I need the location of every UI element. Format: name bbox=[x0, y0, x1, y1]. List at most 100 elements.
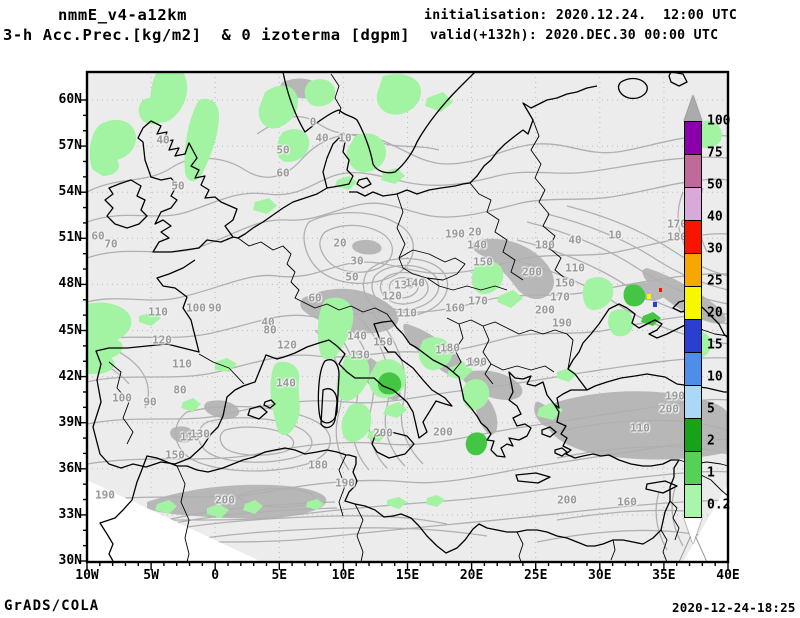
contour-label: 180 bbox=[435, 343, 455, 357]
contour-label: 200 bbox=[659, 402, 679, 416]
colorbar: 0.2 1 2 5 10 15 20 25 30 40 50 75 100 bbox=[684, 95, 730, 544]
contour-label: 140 bbox=[405, 276, 425, 290]
lat-label: 45N bbox=[58, 322, 82, 338]
intense-precip-specks bbox=[647, 288, 662, 307]
contour-label: 140 bbox=[276, 376, 296, 390]
weather-map bbox=[79, 70, 730, 570]
contour-label: 110 bbox=[397, 306, 417, 320]
colorbar-segment bbox=[684, 386, 702, 419]
colorbar-level-label: 2 bbox=[707, 433, 715, 449]
coastline-layer bbox=[92, 72, 728, 562]
contour-label: 20 bbox=[468, 225, 482, 239]
colorbar-segment bbox=[684, 188, 702, 221]
contour-label: 180 bbox=[535, 238, 555, 252]
contour-label: 100 bbox=[186, 301, 206, 315]
lat-label: 48N bbox=[58, 276, 82, 292]
contour-label: 180 bbox=[440, 341, 460, 355]
precipitation-heavy-layer bbox=[377, 284, 661, 456]
lon-label: 10W bbox=[75, 568, 99, 583]
contour-label: 40 bbox=[261, 315, 275, 329]
contour-label: 110 bbox=[180, 430, 200, 444]
precipitation-layer bbox=[87, 72, 723, 518]
lon-label: 15E bbox=[395, 568, 420, 583]
colorbar-level-label: 50 bbox=[707, 177, 723, 193]
colorbar-level-label: 10 bbox=[707, 369, 723, 385]
colorbar-segment bbox=[684, 452, 702, 485]
contour-label: 200 bbox=[535, 303, 555, 317]
lon-label: 10E bbox=[331, 568, 356, 583]
colorbar-level-label: 0.2 bbox=[707, 497, 731, 513]
colorbar-segment bbox=[684, 485, 702, 518]
colorbar-segment bbox=[684, 121, 702, 155]
contour-label: 0 bbox=[309, 115, 317, 129]
lat-label: 60N bbox=[58, 92, 82, 107]
contour-label: 200 bbox=[215, 493, 235, 507]
colorbar-over-arrow bbox=[684, 95, 702, 121]
colorbar-segment bbox=[684, 155, 702, 188]
contour-label: 60 bbox=[308, 291, 322, 305]
lat-label: 42N bbox=[58, 368, 82, 384]
contour-label: 60 bbox=[91, 229, 105, 243]
lat-label: 39N bbox=[58, 414, 82, 430]
contour-label: 20 bbox=[333, 236, 347, 250]
contour-label: 170 bbox=[468, 294, 488, 308]
lat-label: 57N bbox=[58, 138, 82, 154]
contour-label: 180 bbox=[667, 230, 687, 244]
colorbar-level-label: 5 bbox=[707, 401, 715, 417]
lat-label: 30N bbox=[58, 553, 82, 568]
contour-label: 190 bbox=[465, 356, 485, 370]
contour-label: 40 bbox=[156, 133, 170, 147]
lon-label: 0 bbox=[211, 568, 220, 583]
contour-label: 30 bbox=[350, 254, 364, 268]
contour-label: 120 bbox=[277, 338, 297, 352]
contour-label: 150 bbox=[165, 448, 185, 462]
contour-label: 80 bbox=[263, 323, 277, 337]
contour-label: 70 bbox=[104, 237, 118, 251]
contour-label: 130 bbox=[190, 427, 210, 441]
contour-label: 50 bbox=[171, 179, 185, 193]
contour-label: 190 bbox=[552, 316, 572, 330]
contour-label: 190 bbox=[665, 389, 685, 403]
contour-label: 90 bbox=[143, 395, 157, 409]
country-borders-layer bbox=[108, 73, 728, 562]
model-name: nmmE_v4-a12km bbox=[58, 6, 188, 24]
contour-label: 180 bbox=[308, 458, 328, 472]
lon-label: 5W bbox=[143, 568, 159, 583]
contour-label: 130 bbox=[350, 348, 370, 362]
colorbar-segment bbox=[684, 221, 702, 254]
contour-label: 150 bbox=[555, 276, 575, 290]
contour-label: 110 bbox=[630, 421, 650, 435]
contour-label: 10 bbox=[608, 228, 622, 242]
colorbar-segment bbox=[684, 254, 702, 287]
contour-label: 150 bbox=[373, 335, 393, 349]
contour-label: 200 bbox=[522, 265, 542, 279]
contour-label: 160 bbox=[617, 495, 637, 509]
contour-label: 120 bbox=[382, 289, 402, 303]
lat-label: 36N bbox=[58, 460, 82, 476]
contour-label: 130 bbox=[394, 278, 414, 292]
colorbar-level-label: 25 bbox=[707, 273, 723, 289]
contour-label: 110 bbox=[148, 305, 168, 319]
contour-label: 200 bbox=[557, 493, 577, 507]
contour-label: 190 bbox=[445, 227, 465, 241]
contour-label: 60 bbox=[276, 166, 290, 180]
valid-time: valid(+132h): 2020.DEC.30 00:00 UTC bbox=[430, 28, 719, 43]
credit-text: GrADS/COLA bbox=[4, 598, 100, 614]
contour-label: 170 bbox=[550, 290, 570, 304]
lat-label: 51N bbox=[58, 230, 82, 246]
contour-label: 190 bbox=[467, 355, 487, 369]
colorbar-segment bbox=[684, 320, 702, 353]
colorbar-under-arrow bbox=[684, 518, 702, 544]
colorbar-level-label: 40 bbox=[707, 209, 723, 225]
colorbar-level-label: 75 bbox=[707, 145, 723, 161]
colorbar-segment bbox=[684, 353, 702, 386]
contour-label: 90 bbox=[208, 301, 222, 315]
lon-label: 35E bbox=[652, 568, 676, 583]
colorbar-level-label: 30 bbox=[707, 241, 723, 257]
contour-label: 170 bbox=[667, 217, 687, 231]
contour-label: 50 bbox=[345, 270, 359, 284]
lon-label: 20E bbox=[459, 568, 484, 583]
contour-label: 40 bbox=[315, 131, 329, 145]
lon-label: 5E bbox=[271, 568, 288, 583]
